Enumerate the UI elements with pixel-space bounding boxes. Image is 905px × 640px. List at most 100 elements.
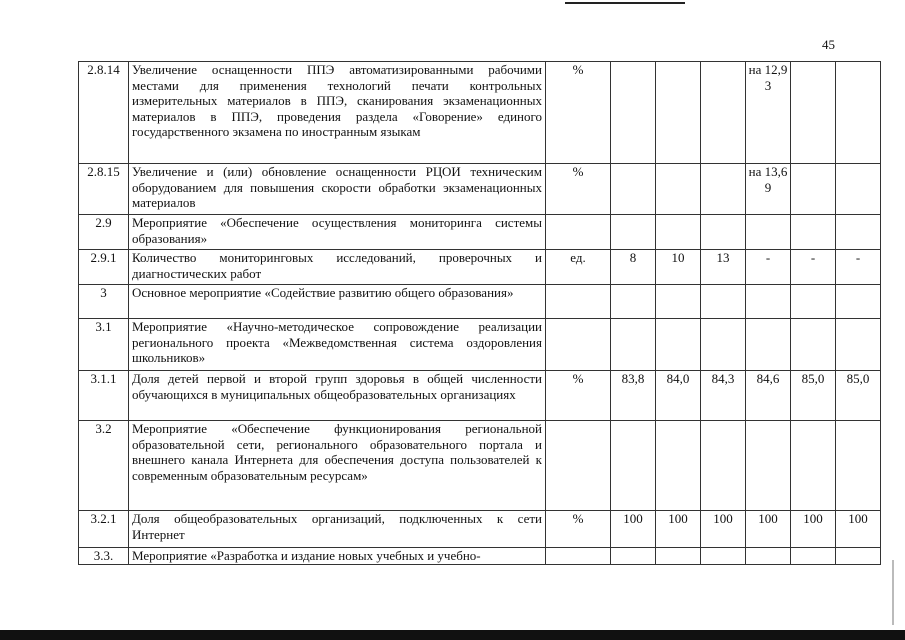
value-cell xyxy=(745,318,791,371)
indicator-name: Увеличение оснащенности ППЭ автоматизиро… xyxy=(128,61,546,164)
unit xyxy=(545,547,611,565)
value-cell xyxy=(790,214,836,250)
value-cell xyxy=(610,420,656,511)
row-number: 3.1.1 xyxy=(78,370,129,421)
value-cell xyxy=(655,284,701,319)
value-cell: 100 xyxy=(610,510,656,548)
value-cell xyxy=(610,547,656,565)
indicator-name: Мероприятие «Обеспечение функционировани… xyxy=(128,420,546,511)
value-cell xyxy=(745,420,791,511)
value-cell: 10 xyxy=(655,249,701,285)
value-cell xyxy=(790,318,836,371)
value-cell xyxy=(655,163,701,215)
row-number: 2.9 xyxy=(78,214,129,250)
value-cell xyxy=(610,163,656,215)
value-cell xyxy=(655,547,701,565)
row-number: 2.9.1 xyxy=(78,249,129,285)
value-cell xyxy=(745,284,791,319)
value-cell xyxy=(700,163,746,215)
unit xyxy=(545,214,611,250)
value-cell xyxy=(745,547,791,565)
value-cell: 83,8 xyxy=(610,370,656,421)
value-cell xyxy=(835,163,881,215)
row-number: 2.8.14 xyxy=(78,61,129,164)
value-cell xyxy=(700,420,746,511)
value-cell xyxy=(700,214,746,250)
table-row: 3.3. Мероприятие «Разработка и издание но… xyxy=(78,547,881,565)
value-cell: 85,0 xyxy=(835,370,881,421)
value-cell xyxy=(790,420,836,511)
value-cell xyxy=(610,61,656,164)
indicator-name: Мероприятие «Разработка и издание новых … xyxy=(128,547,546,565)
table-row: 3.2.1 Доля общеобразовательных организаци… xyxy=(78,510,881,548)
value-cell xyxy=(700,547,746,565)
unit: % xyxy=(545,370,611,421)
value-cell xyxy=(835,318,881,371)
table-row: 2.8.15 Увеличение и (или) обновление осна… xyxy=(78,163,881,215)
value-cell xyxy=(790,163,836,215)
value-cell: 100 xyxy=(835,510,881,548)
row-number: 3 xyxy=(78,284,129,319)
value-cell xyxy=(790,61,836,164)
value-cell xyxy=(835,420,881,511)
value-cell: 84,3 xyxy=(700,370,746,421)
unit: ед. xyxy=(545,249,611,285)
unit xyxy=(545,284,611,319)
value-cell xyxy=(655,420,701,511)
unit xyxy=(545,318,611,371)
indicator-name: Доля детей первой и второй групп здоровь… xyxy=(128,370,546,421)
value-cell xyxy=(790,547,836,565)
value-cell xyxy=(655,61,701,164)
value-cell xyxy=(655,214,701,250)
value-cell xyxy=(610,284,656,319)
scan-top-line xyxy=(565,2,685,4)
table-row: 2.8.14 Увеличение оснащенности ППЭ автома… xyxy=(78,61,881,164)
unit: % xyxy=(545,61,611,164)
indicators-table: 2.8.14 Увеличение оснащенности ППЭ автома… xyxy=(78,61,881,565)
value-cell: - xyxy=(745,249,791,285)
scan-bottom-bar xyxy=(0,630,905,640)
row-number: 3.1 xyxy=(78,318,129,371)
value-cell: 100 xyxy=(655,510,701,548)
table-row: 2.9 Мероприятие «Обеспечение осуществлени… xyxy=(78,214,881,250)
value-cell xyxy=(700,284,746,319)
table-row: 3 Основное мероприятие «Содействие развит… xyxy=(78,284,881,319)
value-cell xyxy=(835,214,881,250)
value-cell: на 13,69 xyxy=(745,163,791,215)
indicator-name: Основное мероприятие «Содействие развити… xyxy=(128,284,546,319)
page-number: 45 xyxy=(822,37,835,52)
table-row: 3.1.1 Доля детей первой и второй групп зд… xyxy=(78,370,881,421)
value-cell: 100 xyxy=(790,510,836,548)
value-cell: 13 xyxy=(700,249,746,285)
value-cell xyxy=(655,318,701,371)
indicator-name: Доля общеобразовательных организаций, по… xyxy=(128,510,546,548)
value-cell: 100 xyxy=(700,510,746,548)
value-cell: - xyxy=(835,249,881,285)
value-cell xyxy=(835,284,881,319)
indicator-name: Увеличение и (или) обновление оснащеннос… xyxy=(128,163,546,215)
row-number: 3.3. xyxy=(78,547,129,565)
table-row: 2.9.1 Количество мониторинговых исследова… xyxy=(78,249,881,285)
value-cell: 84,0 xyxy=(655,370,701,421)
value-cell: 8 xyxy=(610,249,656,285)
value-cell xyxy=(835,547,881,565)
unit: % xyxy=(545,163,611,215)
table-row: 3.1 Мероприятие «Научно-методическое сопр… xyxy=(78,318,881,371)
value-cell: на 12,93 xyxy=(745,61,791,164)
value-cell xyxy=(700,61,746,164)
unit xyxy=(545,420,611,511)
row-number: 2.8.15 xyxy=(78,163,129,215)
value-cell: 85,0 xyxy=(790,370,836,421)
unit: % xyxy=(545,510,611,548)
value-cell: 100 xyxy=(745,510,791,548)
row-number: 3.2.1 xyxy=(78,510,129,548)
indicator-name: Мероприятие «Обеспечение осуществления м… xyxy=(128,214,546,250)
value-cell: 84,6 xyxy=(745,370,791,421)
row-number: 3.2 xyxy=(78,420,129,511)
value-cell xyxy=(835,61,881,164)
table-row: 3.2 Мероприятие «Обеспечение функциониров… xyxy=(78,420,881,511)
value-cell xyxy=(610,318,656,371)
value-cell xyxy=(700,318,746,371)
value-cell: - xyxy=(790,249,836,285)
scan-edge-line xyxy=(892,560,894,625)
